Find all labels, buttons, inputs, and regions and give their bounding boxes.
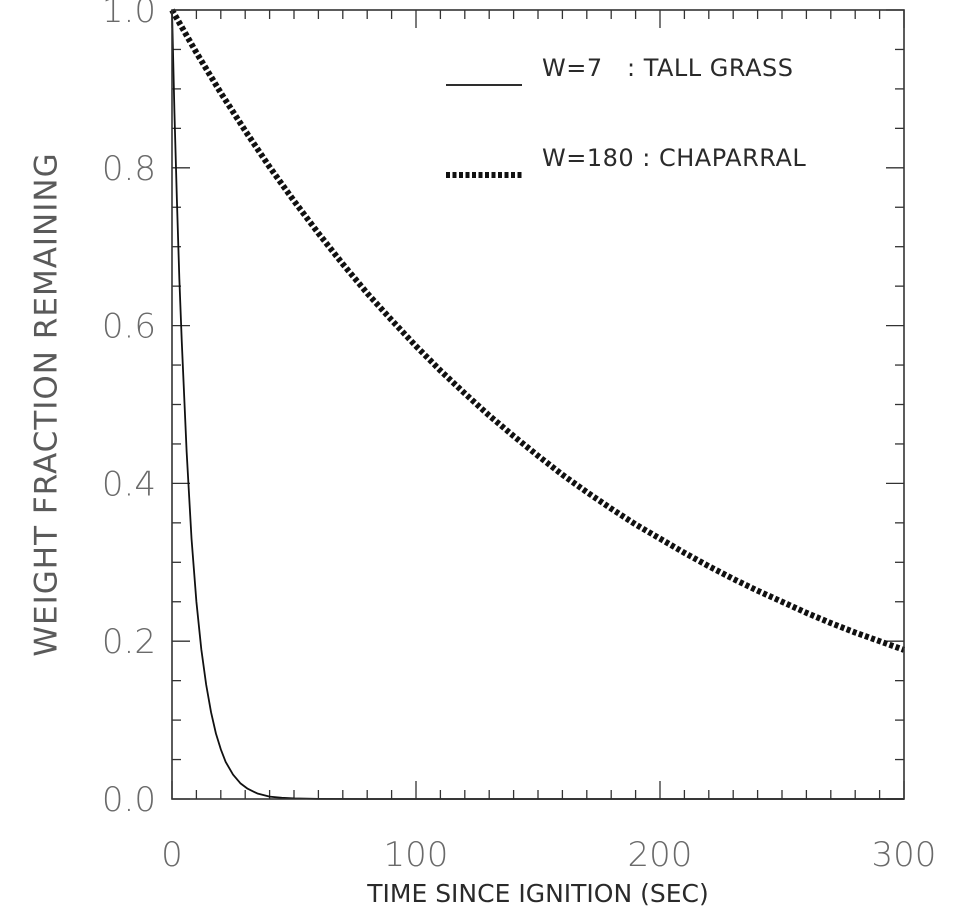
x-tick-label: 0: [161, 835, 183, 875]
legend: W=7 : TALL GRASS W=180 : CHAPARRAL: [446, 54, 806, 178]
legend-label-chaparral: W=180 : CHAPARRAL: [542, 144, 806, 172]
legend-label-tall-grass: W=7 : TALL GRASS: [542, 54, 793, 82]
y-tick-label: 0.4: [102, 464, 156, 504]
y-tick-label: 0.0: [102, 780, 156, 820]
series-lines: [169, 8, 906, 800]
y-tick-label: 1.0: [102, 0, 156, 31]
y-tick-label: 0.2: [102, 622, 156, 662]
x-axis-label: TIME SINCE IGNITION (SEC): [366, 879, 709, 908]
y-axis-label: WEIGHT FRACTION REMAINING: [29, 152, 65, 656]
y-tick-label: 0.8: [102, 149, 156, 189]
x-tick-label: 200: [628, 835, 693, 875]
tick-labels: 0 100 200 300 0.0 0.2 0.4 0.6 0.8 1.0: [102, 0, 937, 875]
y-tick-label: 0.6: [102, 307, 156, 347]
plot-frame: [171, 9, 905, 800]
axis-ticks: [171, 9, 905, 800]
x-tick-label: 300: [872, 835, 937, 875]
x-tick-label: 100: [384, 835, 449, 875]
series-line-chaparral: [169, 8, 906, 653]
series-line-tall-grass: [171, 9, 904, 800]
